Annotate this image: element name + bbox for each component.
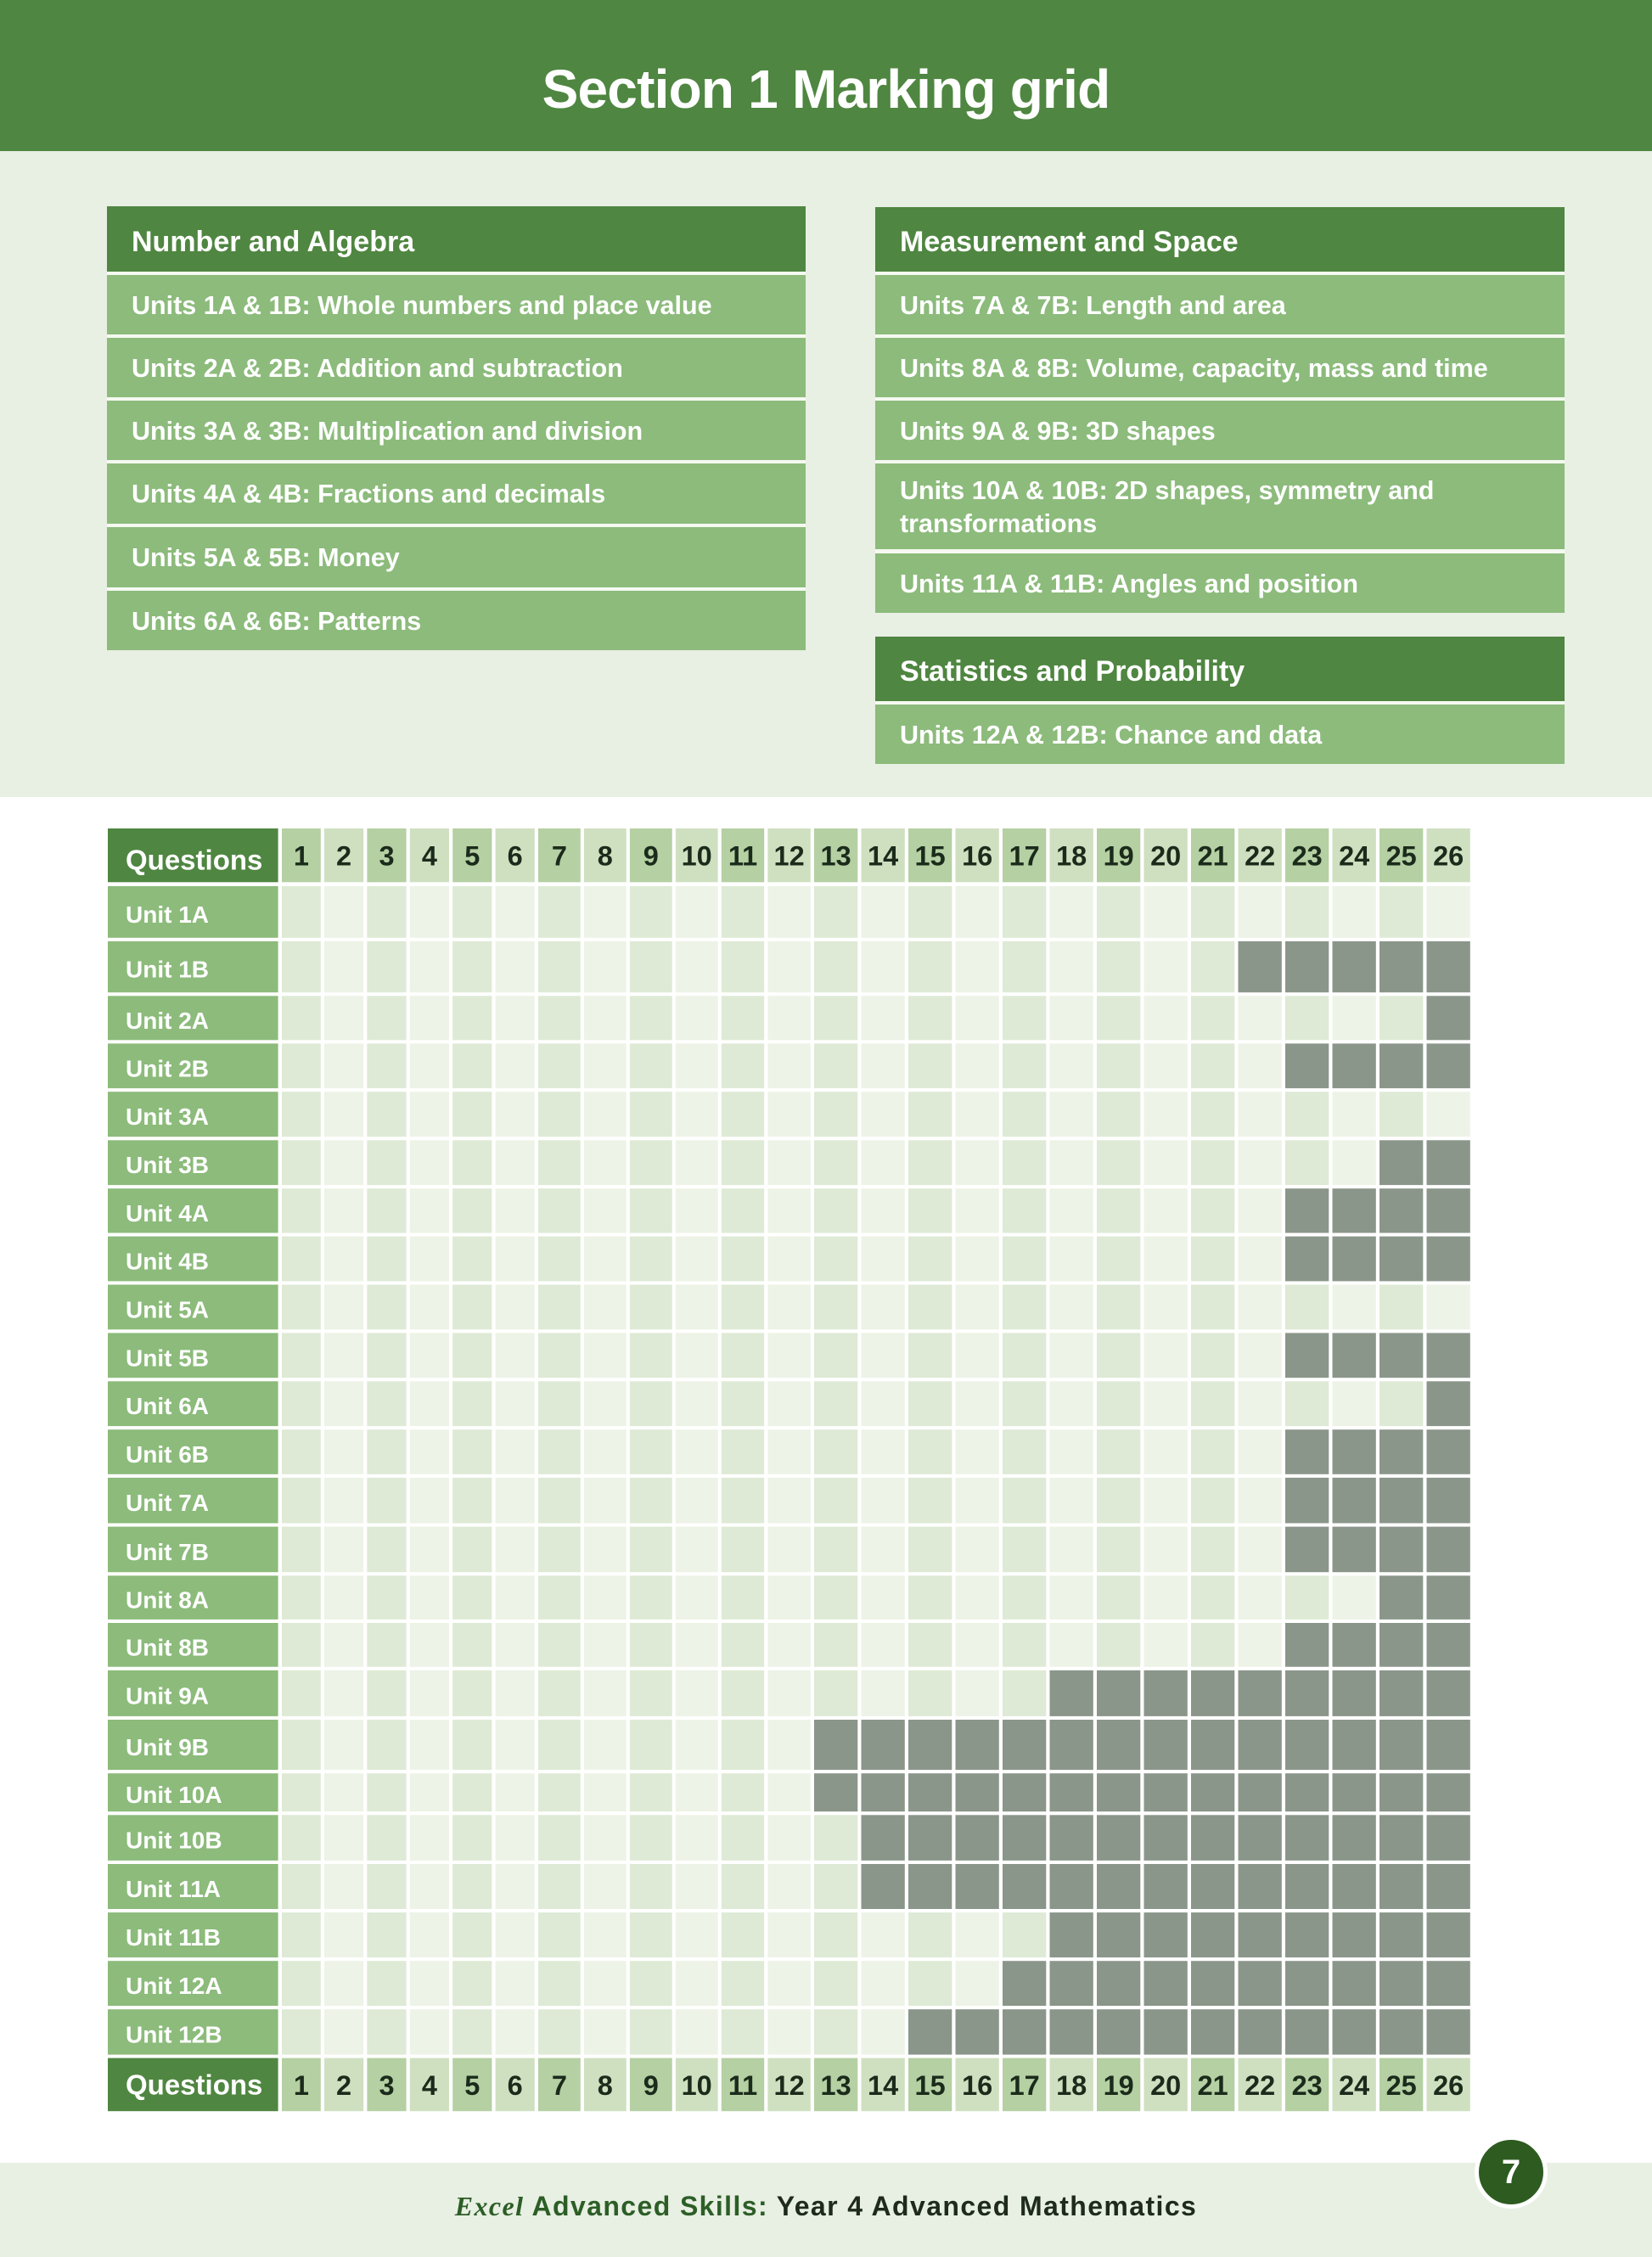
svg-text:Unit 5A: Unit 5A	[126, 1296, 209, 1322]
svg-text:16: 16	[962, 2070, 992, 2101]
svg-text:Unit 3A: Unit 3A	[126, 1103, 209, 1130]
svg-text:21: 21	[1198, 2070, 1228, 2101]
svg-text:8: 8	[598, 2070, 613, 2101]
svg-text:8: 8	[598, 841, 613, 872]
svg-text:19: 19	[1104, 2070, 1134, 2101]
svg-text:Unit 1A: Unit 1A	[126, 901, 209, 928]
svg-text:11: 11	[728, 841, 757, 872]
svg-text:26: 26	[1433, 2070, 1464, 2101]
svg-text:22: 22	[1245, 841, 1275, 872]
svg-text:Unit 6A: Unit 6A	[126, 1393, 209, 1419]
svg-text:24: 24	[1339, 2070, 1369, 2101]
svg-text:Unit 11A: Unit 11A	[126, 1876, 221, 1902]
svg-text:Unit 1B: Unit 1B	[126, 957, 209, 983]
svg-text:Unit 5B: Unit 5B	[126, 1345, 209, 1371]
svg-text:18: 18	[1056, 841, 1087, 872]
svg-text:Unit 3B: Unit 3B	[126, 1152, 209, 1178]
svg-text:Unit 12B: Unit 12B	[126, 2021, 222, 2047]
svg-text:Unit 9B: Unit 9B	[126, 1734, 209, 1760]
svg-text:Unit 12A: Unit 12A	[126, 1973, 222, 1999]
svg-text:7: 7	[552, 2070, 567, 2101]
svg-text:18: 18	[1056, 2070, 1087, 2101]
svg-text:Unit 9A: Unit 9A	[126, 1682, 209, 1709]
svg-text:6: 6	[508, 841, 523, 872]
svg-text:24: 24	[1339, 841, 1369, 872]
svg-text:23: 23	[1292, 841, 1323, 872]
svg-text:7: 7	[552, 841, 567, 872]
svg-text:19: 19	[1104, 841, 1134, 872]
svg-text:20: 20	[1150, 2070, 1181, 2101]
svg-text:Questions: Questions	[126, 845, 262, 876]
svg-text:21: 21	[1198, 841, 1228, 872]
svg-text:12: 12	[774, 841, 805, 872]
svg-text:Unit 8B: Unit 8B	[126, 1634, 209, 1660]
svg-text:Unit 8A: Unit 8A	[126, 1587, 209, 1614]
svg-text:Unit 2A: Unit 2A	[126, 1008, 209, 1034]
svg-text:20: 20	[1150, 841, 1181, 872]
svg-text:Unit 4B: Unit 4B	[126, 1249, 209, 1275]
svg-text:26: 26	[1433, 841, 1464, 872]
svg-text:6: 6	[508, 2070, 523, 2101]
svg-text:1: 1	[294, 2070, 309, 2101]
svg-text:4: 4	[422, 841, 437, 872]
svg-text:13: 13	[821, 841, 851, 872]
svg-text:17: 17	[1009, 2070, 1040, 2101]
svg-text:14: 14	[868, 2070, 898, 2101]
svg-text:Unit 10A: Unit 10A	[126, 1782, 222, 1808]
svg-text:25: 25	[1386, 841, 1417, 872]
svg-text:12: 12	[774, 2070, 805, 2101]
svg-text:15: 15	[915, 2070, 946, 2101]
svg-text:14: 14	[868, 841, 898, 872]
svg-text:11: 11	[728, 2070, 757, 2101]
svg-text:Unit 6B: Unit 6B	[126, 1441, 209, 1468]
svg-text:Unit 10B: Unit 10B	[126, 1827, 222, 1854]
svg-text:1: 1	[294, 841, 309, 872]
svg-text:22: 22	[1245, 2070, 1275, 2101]
svg-text:5: 5	[464, 2070, 480, 2101]
svg-text:Questions: Questions	[126, 2069, 262, 2100]
svg-text:Unit 11B: Unit 11B	[126, 1924, 221, 1951]
svg-text:3: 3	[379, 2070, 394, 2101]
svg-text:13: 13	[821, 2070, 851, 2101]
svg-text:23: 23	[1292, 2070, 1323, 2101]
svg-text:Unit 4A: Unit 4A	[126, 1200, 209, 1227]
svg-text:9: 9	[643, 841, 659, 872]
svg-text:9: 9	[643, 2070, 659, 2101]
svg-text:2: 2	[336, 841, 351, 872]
svg-text:25: 25	[1386, 2070, 1417, 2101]
svg-text:10: 10	[682, 841, 712, 872]
svg-text:10: 10	[682, 2070, 712, 2101]
svg-text:16: 16	[962, 841, 992, 872]
svg-text:15: 15	[915, 841, 946, 872]
svg-text:5: 5	[464, 841, 480, 872]
svg-text:Unit 7A: Unit 7A	[126, 1490, 209, 1516]
svg-text:Unit 7B: Unit 7B	[126, 1539, 209, 1565]
svg-text:4: 4	[422, 2070, 437, 2101]
svg-text:3: 3	[379, 841, 394, 872]
svg-text:Unit 2B: Unit 2B	[126, 1055, 209, 1081]
svg-text:2: 2	[336, 2070, 351, 2101]
svg-text:17: 17	[1009, 841, 1040, 872]
